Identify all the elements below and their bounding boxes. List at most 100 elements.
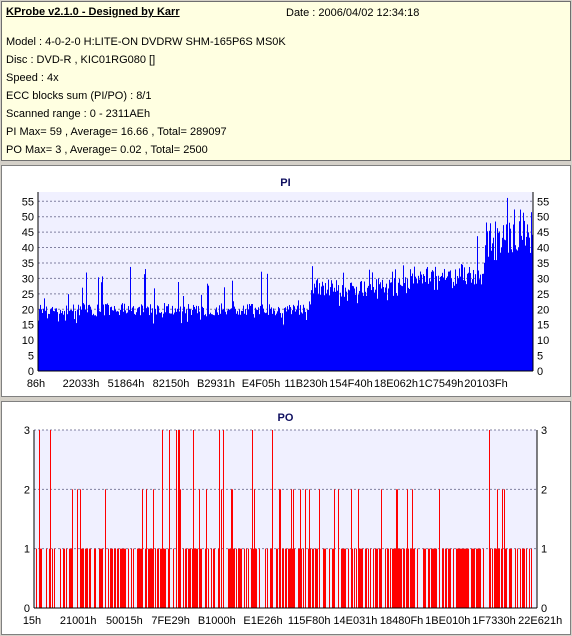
pi-bar bbox=[196, 305, 197, 371]
po-bar bbox=[162, 430, 163, 608]
pi-bar bbox=[275, 315, 276, 371]
pi-bar bbox=[249, 303, 250, 371]
pi-bar bbox=[467, 273, 468, 371]
chart-title: PI bbox=[280, 177, 290, 189]
po-bar bbox=[497, 489, 498, 608]
pi-bar bbox=[380, 282, 381, 371]
pi-bar bbox=[258, 307, 259, 371]
po-bar bbox=[195, 548, 196, 608]
pi-bar bbox=[89, 304, 90, 371]
pi-bar bbox=[285, 307, 286, 371]
x-tick-label: 22E621h bbox=[518, 615, 562, 627]
pi-bar bbox=[44, 298, 45, 371]
pi-bar bbox=[408, 287, 409, 371]
pi-bar bbox=[529, 237, 530, 371]
po-bar bbox=[505, 548, 506, 608]
po-bar bbox=[49, 548, 50, 608]
pi-bar bbox=[298, 300, 299, 371]
y-tick-label-right: 2 bbox=[541, 484, 547, 496]
pi-bar bbox=[370, 284, 371, 371]
po-bar bbox=[496, 548, 497, 608]
po-bar bbox=[526, 548, 527, 608]
pi-bar bbox=[476, 283, 477, 371]
pi-bar bbox=[396, 293, 397, 371]
po-bar bbox=[341, 548, 342, 608]
y-tick-label-left: 0 bbox=[28, 366, 34, 378]
pi-bar bbox=[342, 285, 343, 371]
pi-bar bbox=[261, 271, 262, 371]
pi-bar bbox=[48, 313, 49, 371]
po-bar bbox=[423, 548, 424, 608]
pi-bar bbox=[382, 279, 383, 371]
pi-bar bbox=[242, 310, 243, 371]
po-bar bbox=[272, 430, 273, 608]
po-bar bbox=[298, 548, 299, 608]
pi-bar bbox=[87, 312, 88, 371]
x-tick-label: 22033h bbox=[63, 378, 100, 390]
po-bar bbox=[460, 548, 461, 608]
po-bar bbox=[396, 489, 397, 608]
pi-bar bbox=[248, 309, 249, 371]
pi-bar bbox=[135, 314, 136, 371]
po-bar bbox=[406, 548, 407, 608]
pi-bar bbox=[51, 308, 52, 371]
pi-bar bbox=[510, 228, 511, 371]
pi-bar bbox=[420, 271, 421, 371]
po-bar bbox=[46, 548, 47, 608]
pi-bar bbox=[168, 304, 169, 371]
po-bar bbox=[152, 548, 153, 608]
pi-bar bbox=[220, 313, 221, 371]
po-bar bbox=[479, 548, 480, 608]
po-bar bbox=[453, 548, 454, 608]
pi-bar bbox=[352, 285, 353, 371]
pi-bar bbox=[235, 308, 236, 371]
pi-bar bbox=[115, 309, 116, 371]
po-bar bbox=[66, 548, 67, 608]
pi-bar bbox=[177, 308, 178, 371]
pi-bar bbox=[133, 306, 134, 371]
y-tick-label-left: 15 bbox=[22, 320, 34, 332]
po-bar bbox=[370, 548, 371, 608]
pi-bar bbox=[61, 313, 62, 371]
po-bar bbox=[334, 489, 335, 608]
po-bar bbox=[492, 548, 493, 608]
po-bar bbox=[117, 548, 118, 608]
po-bar bbox=[179, 430, 180, 608]
po-bar bbox=[511, 548, 512, 608]
po-bar bbox=[308, 548, 309, 608]
po-bar bbox=[69, 548, 70, 608]
pi-bar bbox=[100, 311, 101, 371]
pi-bar bbox=[162, 317, 163, 371]
po-bar bbox=[36, 548, 37, 608]
pi-bar bbox=[117, 311, 118, 371]
pi-bar bbox=[203, 308, 204, 371]
pi-bar bbox=[442, 272, 443, 371]
pi-bar bbox=[356, 286, 357, 371]
pi-bar bbox=[84, 304, 85, 371]
po-bar bbox=[300, 489, 301, 608]
po-bar bbox=[401, 548, 402, 608]
pi-bar bbox=[374, 292, 375, 371]
po-bar bbox=[343, 548, 344, 608]
po-bar bbox=[531, 548, 532, 608]
pi-bar bbox=[368, 285, 369, 371]
po-bar bbox=[100, 548, 101, 608]
pi-bar bbox=[233, 301, 234, 371]
po-bar bbox=[157, 548, 158, 608]
po-bar bbox=[315, 548, 316, 608]
x-tick-label: 1BE010h bbox=[425, 615, 470, 627]
pi-bar bbox=[404, 283, 405, 371]
po-bar bbox=[397, 489, 398, 608]
pi-bar bbox=[378, 278, 379, 371]
po-bar bbox=[361, 548, 362, 608]
po-bar bbox=[148, 548, 149, 608]
pi-bar bbox=[489, 230, 490, 371]
pi-bar bbox=[495, 221, 496, 371]
pi-bar bbox=[270, 308, 271, 371]
po-bar bbox=[309, 489, 310, 608]
pi-bar bbox=[47, 318, 48, 371]
pi-chart-panel: PI 0 0 5 5 10 10 15 15 20 20 25 25 30 30 35 35 40 40 45 45 50… bbox=[1, 165, 571, 397]
pi-bar bbox=[331, 280, 332, 371]
po-bar bbox=[283, 548, 284, 608]
pi-bar bbox=[267, 273, 268, 371]
